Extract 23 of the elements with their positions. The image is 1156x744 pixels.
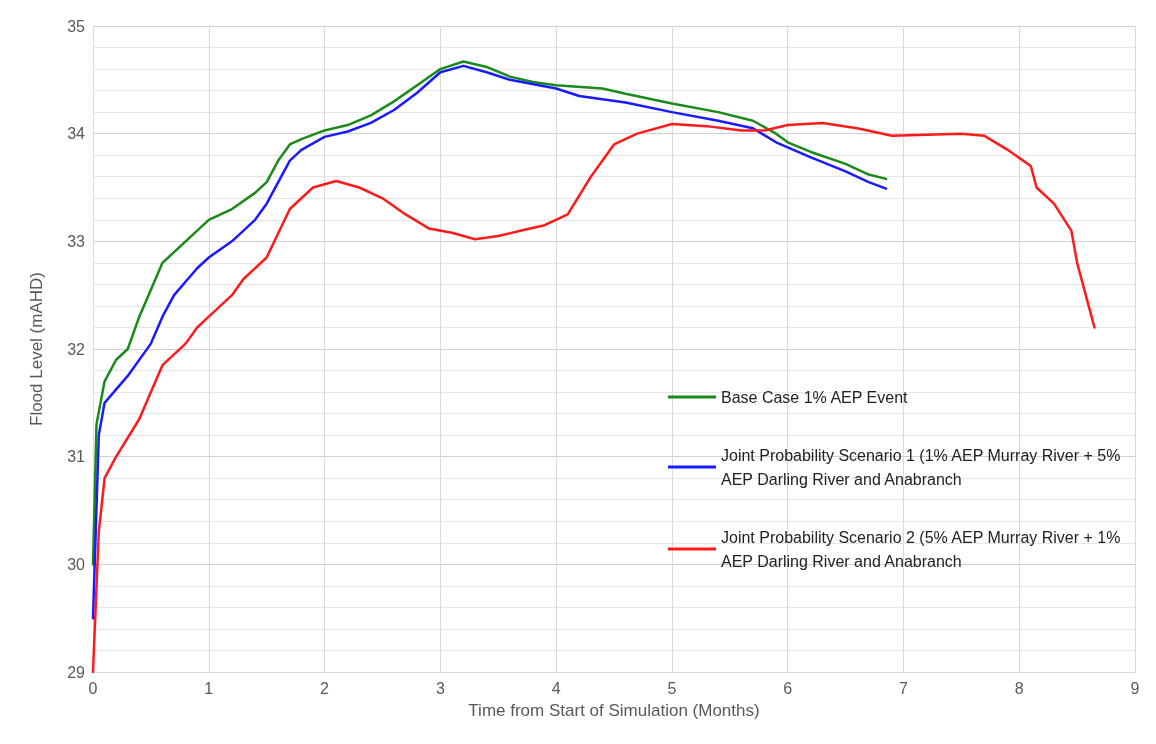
x-tick-label: 7 (898, 679, 908, 697)
x-tick-label: 1 (204, 679, 214, 697)
x-tick-label: 9 (1130, 679, 1140, 697)
y-tick-label: 31 (67, 448, 86, 466)
y-tick-label: 33 (67, 232, 86, 250)
legend-label: Base Case 1% AEP Event (721, 388, 909, 406)
x-tick-label: 5 (667, 679, 677, 697)
legend-label: Joint Probability Scenario 2 (5% AEP Murray River + 1% AEP Darling River and Anabranch (721, 528, 1125, 570)
x-tick-label: 3 (435, 679, 445, 697)
x-tick-label: 8 (1014, 679, 1024, 697)
y-tick-label: 35 (67, 17, 86, 35)
y-tick-label: 29 (67, 663, 86, 681)
x-tick-label: 0 (88, 679, 98, 697)
x-axis-title: Time from Start of Simulation (Months) (468, 701, 760, 720)
y-tick-label: 30 (67, 555, 86, 573)
x-tick-label: 4 (551, 679, 561, 697)
x-tick-label: 6 (783, 679, 793, 697)
x-tick-label: 2 (320, 679, 330, 697)
y-tick-label: 32 (67, 340, 86, 358)
y-axis-title: Flood Level (mAHD) (27, 272, 46, 426)
line-series (91, 121, 1096, 674)
legend-label: Joint Probability Scenario 1 (1% AEP Murray River + 5% AEP Darling River and Anabranch (721, 446, 1125, 488)
y-tick-label: 34 (67, 125, 86, 143)
